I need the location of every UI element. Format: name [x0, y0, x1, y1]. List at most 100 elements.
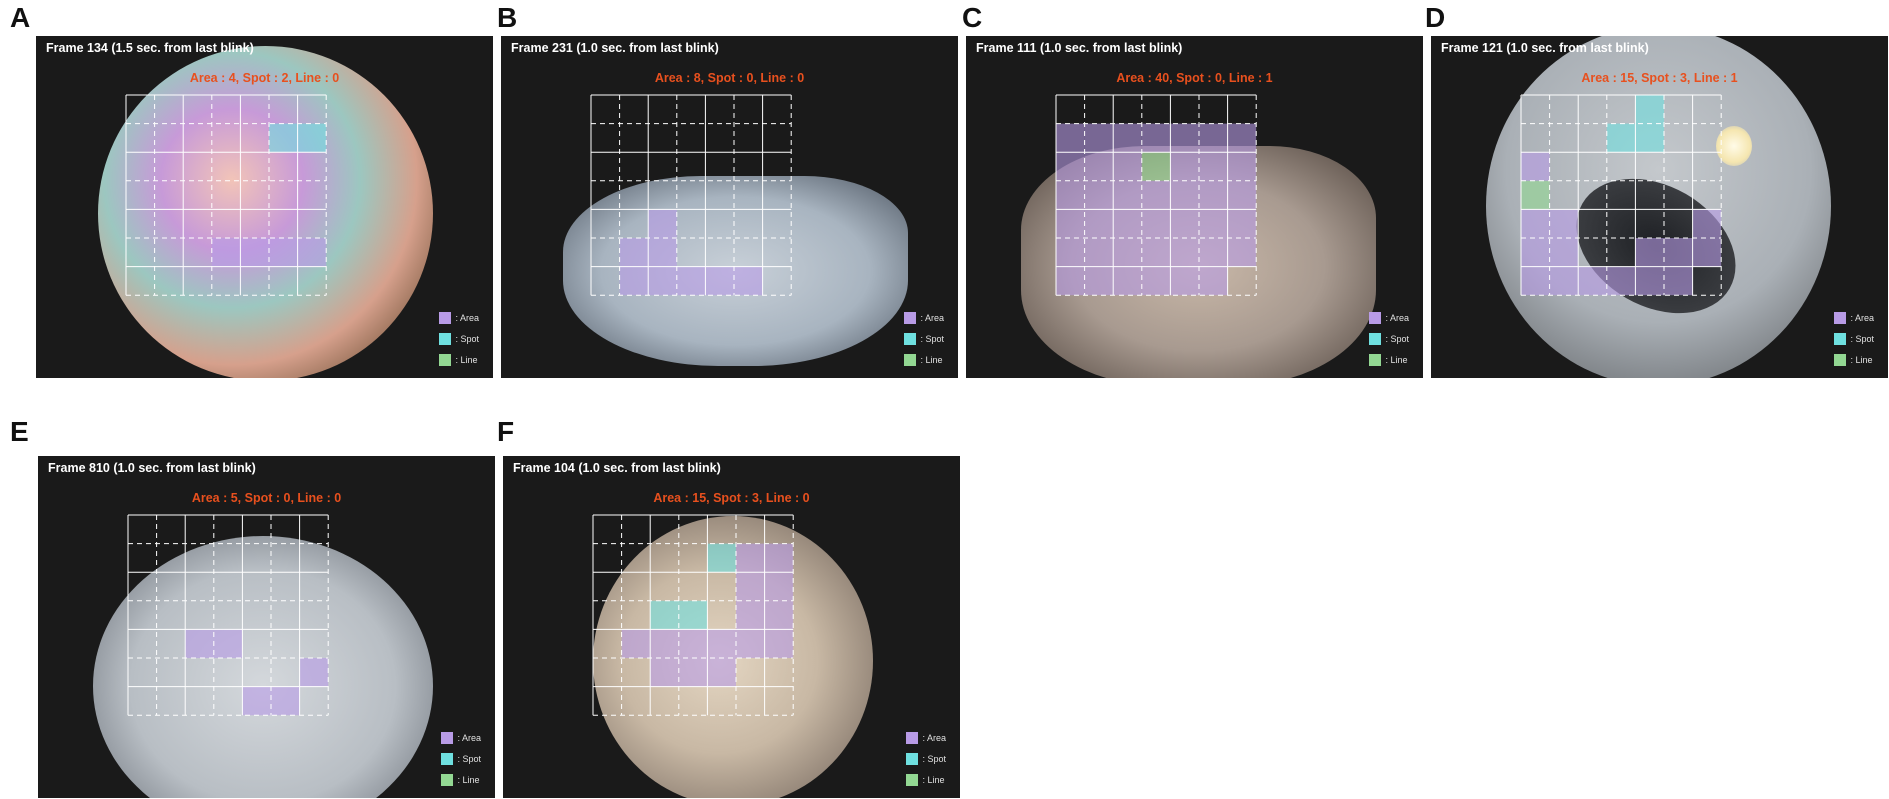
grid-cell-area [1113, 180, 1142, 210]
legend: : Area: Spot: Line [1834, 307, 1874, 370]
grid-cell-area [1199, 152, 1228, 181]
grid-cell-area [1113, 152, 1142, 181]
grid-cell-area [1056, 180, 1085, 210]
grid-cell-area [1141, 209, 1171, 238]
grid-cell-area [648, 209, 677, 238]
grid-cell-area [648, 238, 677, 267]
counts-label: Area : 4, Spot : 2, Line : 0 [189, 71, 340, 85]
grid-cell-area [707, 629, 736, 658]
legend-label-spot: : Spot [457, 753, 481, 764]
legend-swatch-line [1834, 353, 1847, 366]
grid-cell-area [1664, 238, 1693, 267]
grid-cell-area [1141, 180, 1171, 210]
legend-swatch-area [904, 311, 917, 324]
legend-swatch-area [1834, 311, 1847, 324]
glare-spot [1716, 126, 1752, 166]
grid-cell-area [1606, 266, 1636, 296]
frame-label: Frame 134 (1.5 sec. from last blink) [46, 41, 254, 55]
legend-swatch-line [441, 773, 454, 786]
grid-cell-area [1084, 152, 1114, 181]
analysis-grid [592, 514, 794, 716]
grid-cell-area [1227, 209, 1257, 238]
grid-cell-area [678, 658, 708, 687]
grid-cell-area [1084, 266, 1114, 296]
grid-cell-area [1056, 123, 1085, 153]
counts-label: Area : 15, Spot : 3, Line : 0 [653, 491, 810, 505]
legend: : Area: Spot: Line [904, 307, 944, 370]
grid-cell-area [1549, 238, 1579, 267]
grid-cell-spot [1606, 123, 1636, 153]
legend-label-area: : Area [1385, 312, 1409, 323]
grid-cell-area [1170, 123, 1199, 153]
legend-swatch-line [439, 353, 452, 366]
grid-cell-area [1227, 152, 1257, 181]
grid-cell-area [185, 629, 214, 658]
legend-label-line: : Line [920, 354, 943, 365]
legend-swatch-spot [1369, 332, 1382, 345]
legend-swatch-area [439, 311, 452, 324]
legend-label-area: : Area [455, 312, 479, 323]
grid-cell-area [1549, 209, 1579, 238]
legend: : Area : Spot : Line [441, 727, 481, 790]
grid-cell-area [1170, 209, 1199, 238]
grid-cell-area [1635, 238, 1664, 267]
legend-item-area: : Area [904, 307, 944, 328]
grid-cell-area [764, 572, 794, 601]
legend-swatch-spot [1834, 332, 1847, 345]
panel-b: Frame 231 (1.0 sec. from last blink) Are… [501, 36, 958, 378]
legend-label-area: : Area [922, 732, 946, 743]
legend-item-line: : Line [904, 349, 944, 370]
legend-item-line: : Line [439, 349, 479, 370]
grid-cell-area [764, 543, 794, 573]
tear-film-image [98, 46, 433, 378]
grid-cell-area [242, 686, 271, 716]
grid-cell-area [1084, 123, 1114, 153]
grid-cell-spot [269, 123, 298, 153]
grid-cell-area [1521, 266, 1550, 296]
grid-cell-area [619, 238, 649, 267]
panel-c: Frame 111 (1.0 sec. from last blink) Are… [966, 36, 1423, 378]
legend-item-line: : Line [906, 769, 946, 790]
frame-label: Frame 810 (1.0 sec. from last blink) [48, 461, 256, 475]
legend-item-spot: : Spot [441, 748, 481, 769]
grid-cell-area [650, 658, 679, 687]
grid-cell-area [1056, 238, 1085, 267]
grid-cell-spot [650, 600, 679, 630]
analysis-grid [125, 94, 327, 296]
legend-item-area: : Area [441, 727, 481, 748]
grid-cell-area [1056, 152, 1085, 181]
panel-letter-b: B [497, 2, 518, 33]
grid-cell-area [1141, 266, 1171, 296]
grid-cell-area [297, 238, 327, 267]
legend-item-spot: : Spot [439, 328, 479, 349]
legend-swatch-line [1369, 353, 1382, 366]
analysis-grid [1055, 94, 1257, 296]
legend-label-line: : Line [457, 774, 480, 785]
grid-cell-area [676, 266, 706, 296]
grid-cell-area [1635, 266, 1664, 296]
legend-item-spot: : Spot [906, 748, 946, 769]
panel-d: Frame 121 (1.0 sec. from last blink) Are… [1431, 36, 1888, 378]
grid-cell-area [1084, 238, 1114, 267]
grid-cell-area [240, 238, 269, 267]
grid-cell-area [1227, 238, 1257, 267]
counts-label: Area : 15, Spot : 3, Line : 1 [1581, 71, 1738, 85]
legend-swatch-area [441, 731, 454, 744]
grid-cell-area [1084, 209, 1114, 238]
legend-label-spot: : Spot [1850, 333, 1874, 344]
counts-label: Area : 40, Spot : 0, Line : 1 [1116, 71, 1273, 85]
grid-cell-area [1170, 266, 1199, 296]
grid-cell-spot [1635, 123, 1664, 153]
legend-label-line: : Line [1850, 354, 1873, 365]
grid-cell-line [1521, 180, 1550, 210]
grid-cell-area [1199, 209, 1228, 238]
frame-label: Frame 111 (1.0 sec. from last blink) [976, 41, 1183, 55]
grid-cell-area [736, 629, 765, 658]
grid-cell-area [271, 686, 300, 716]
legend-swatch-spot [441, 752, 454, 765]
grid-cell-area [705, 266, 734, 296]
legend-label-spot: : Spot [1385, 333, 1409, 344]
grid-cell-area [736, 572, 765, 601]
grid-cell-area [621, 629, 651, 658]
grid-cell-area [1056, 266, 1085, 296]
